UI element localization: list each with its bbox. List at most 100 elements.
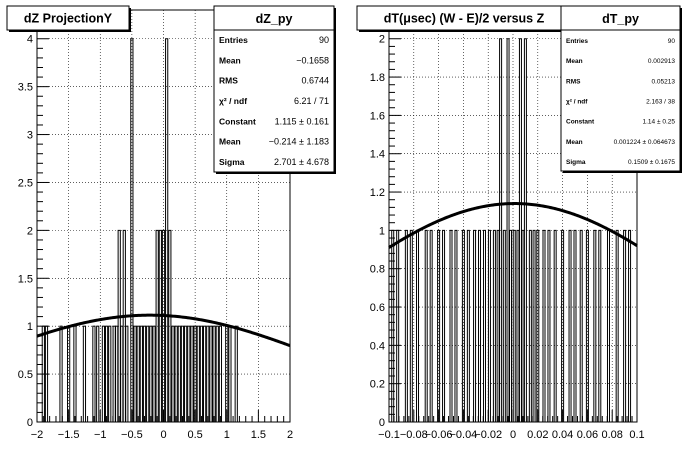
stats-row-value: −0.214 ± 1.183 [269,137,329,147]
histogram-bin [115,325,119,423]
histogram-bin [518,38,522,423]
histogram-bin [404,229,408,423]
histogram-bin [82,325,87,423]
gaussian-fit-curve [388,202,638,249]
histogram-bin [177,325,181,423]
y-axis: 0 0.2 0.4 0.6 0.8 1 1.2 1.4 1.6 1.8 2 [370,34,401,429]
stats-row-label: Entries [566,38,588,45]
stats-row-value: 2.163 / 38 [646,99,675,106]
histogram-bin [509,229,513,423]
histogram-bin [523,38,527,423]
stats-row-label: Mean [219,137,241,147]
histogram-bin [209,325,213,423]
y-tick-label: 2.5 [18,177,33,189]
x-axis: −0.1 −0.08−0.06−0.04−0.02 0 0.02 0.04 0.06 0.0… [378,410,645,441]
x-tick-label: 0.02 [527,429,548,441]
histogram-bin [553,229,557,423]
histogram-bin [487,229,491,423]
histogram-bin [112,325,116,423]
histogram-bin [149,325,153,423]
x-tick-label: 0.1 [629,429,644,441]
stats-box: dT_py Entries 90 Mean 0.002913 RMS 0.05213 χ² /… [560,5,682,173]
histogram-bin [234,325,238,423]
y-tick-label: 1.6 [370,110,385,122]
histogram-bin [73,325,77,423]
x-tick-label: −0.04 [449,429,477,441]
histogram-bin [206,325,210,423]
histogram-bin [174,325,178,423]
y-tick-label: 0.5 [18,369,33,381]
stats-row-value: 90 [319,35,329,45]
histogram-bin [136,325,140,423]
histogram-bin [521,229,525,423]
histogram-bin [142,325,147,423]
histogram-bin [429,229,433,423]
gaussian-fit-curve [36,313,291,348]
y-tick-label: 0 [27,417,33,429]
x-tick-label: −2 [31,429,44,441]
histogram-bin [190,325,194,423]
histogram-bin [528,229,532,423]
histogram-bin [442,229,446,423]
histogram-bin [568,229,572,423]
stats-box-name: dZ_py [256,12,293,26]
histogram-bin [482,229,486,423]
stats-row-value: 6.21 / 71 [294,96,329,106]
histogram-bin [396,229,400,423]
histogram-bin [573,229,577,423]
title-box-frame [6,5,130,31]
y-tick-label: 0.4 [370,340,385,352]
x-tick-label: 0.5 [187,429,202,441]
stats-row-value: 0.002913 [648,58,675,65]
y-tick-label: 2 [379,34,385,46]
histogram-bin [628,229,632,423]
stats-row-label: χ² / ndf [566,99,588,106]
stats-row-label: Mean [566,139,583,146]
histogram-bins [391,38,632,423]
x-tick-label: 0 [160,429,166,441]
histogram-bin [492,229,496,423]
stats-box-frame [213,5,335,173]
x-tick-label: −0.08 [400,429,428,441]
y-tick-label: 3 [27,130,33,142]
histogram-bin [502,229,506,423]
stats-row-value: 1.14 ± 0.25 [643,119,676,126]
y-tick-label: 1 [27,321,33,333]
stats-box-name: dT_py [602,12,639,26]
histogram-bin [606,229,610,423]
x-tick-label: −1 [94,429,107,441]
histogram-bin [473,229,477,423]
histogram-bin [187,325,191,423]
histogram-panel-2: −0.1 −0.08−0.06−0.04−0.02 0 0.02 0.04 0.06 0.0… [356,5,682,441]
x-tick-label: 1.5 [251,429,266,441]
chart-title: dT(μsec) (W - E)/2 versus Z [384,12,545,26]
chart-title-box: dZ ProjectionY [6,5,131,32]
stats-row-label: Entries [219,35,248,45]
y-tick-label: 2 [27,225,33,237]
y-tick-label: 1.4 [370,149,385,161]
stats-row-label: χ² / ndf [219,96,247,106]
y-axis: 0 0.5 1 1.5 2 2.5 3 3.5 4 [18,34,49,429]
histogram-bin [506,38,510,423]
histogram-bin [146,325,150,423]
histogram-bin [516,229,520,423]
histogram-bin [180,325,185,423]
y-tick-label: 0.6 [370,302,385,314]
histogram-bin [391,229,395,423]
y-tick-label: 1 [379,225,385,237]
histogram-bin [454,229,458,423]
histogram-bin [496,229,500,423]
stats-row-value: 2.701 ± 4.678 [274,157,329,167]
stats-row-label: Constant [566,119,595,126]
x-tick-label: −0.06 [425,429,453,441]
histogram-bin [203,325,207,423]
y-tick-label: 1.2 [370,187,385,199]
stats-box: dZ_py Entries 90 Mean −0.1658 RMS 0.6744 χ² / n… [213,5,336,174]
histogram-bin [615,229,619,423]
stats-row-value: 0.1509 ± 0.1675 [628,159,675,166]
x-tick-label: −1.5 [58,429,80,441]
histogram-bin [579,229,583,423]
histogram-panel-1: −2 −1.5 −1 −0.5 0 0.5 1 1.5 2 0 0.5 1 1.5 2 2.5 3 3.5 4 dZ… [6,5,336,441]
stats-row-value: 90 [668,38,676,45]
